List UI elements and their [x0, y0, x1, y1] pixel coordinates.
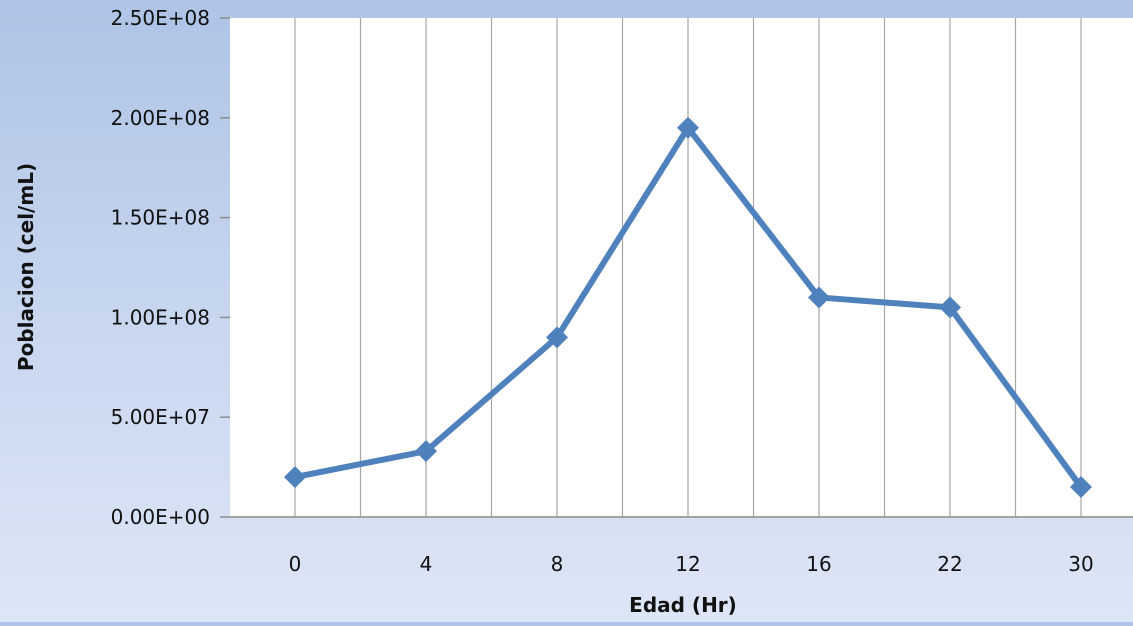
- y-tick-label: 5.00E+07: [111, 405, 210, 429]
- data-point-marker: [415, 440, 437, 463]
- series-layer: [284, 116, 1092, 499]
- gridlines: [294, 18, 1082, 517]
- x-tick-label: 16: [806, 552, 831, 576]
- y-tick-label: 1.50E+08: [111, 206, 210, 230]
- data-point-marker: [808, 286, 830, 309]
- x-tick-label: 0: [289, 552, 302, 576]
- x-tick-label: 22: [937, 552, 962, 576]
- y-tick-label: 0.00E+00: [111, 505, 210, 529]
- y-tick-label: 1.00E+08: [111, 305, 210, 329]
- y-tick-label: 2.00E+08: [111, 106, 210, 130]
- x-tick-label: 8: [551, 552, 564, 576]
- x-axis-tick-labels: 0 4 8 12 16 22 30: [289, 552, 1094, 576]
- x-tick-label: 12: [675, 552, 700, 576]
- y-axis-tick-labels: 0.00E+00 5.00E+07 1.00E+08 1.50E+08 2.00E+08…: [111, 6, 230, 529]
- x-axis-title: Edad (Hr): [629, 593, 737, 617]
- data-point-marker: [939, 296, 961, 319]
- data-point-marker: [677, 116, 699, 139]
- data-point-marker: [284, 466, 306, 489]
- x-tick-label: 30: [1068, 552, 1093, 576]
- y-tick-label: 2.50E+08: [111, 6, 210, 30]
- data-point-marker: [546, 326, 568, 349]
- data-point-marker: [1070, 476, 1092, 499]
- x-tick-label: 4: [420, 552, 433, 576]
- plot-area: [230, 18, 1133, 517]
- y-axis-title: Poblacion (cel/mL): [14, 163, 38, 371]
